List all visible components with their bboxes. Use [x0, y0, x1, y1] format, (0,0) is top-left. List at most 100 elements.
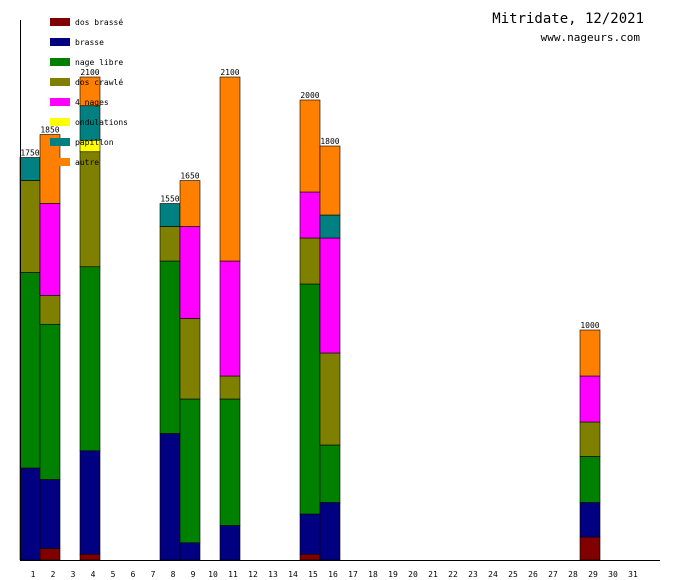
x-tick-label-31: 31	[628, 570, 638, 579]
x-tick-label-6: 6	[131, 570, 136, 579]
bar-segment-day-9-autre	[179, 180, 201, 227]
bar-segment-day-2-autre	[39, 134, 61, 204]
legend-label-brasse: brasse	[75, 38, 104, 47]
legend-label-nage-libre: nage libre	[75, 58, 123, 67]
legend-swatch-papillon	[50, 138, 70, 146]
bar-segment-day-16-nage-libre	[319, 444, 341, 503]
bar-segment-day-29-dos-crawlé	[579, 421, 601, 457]
bar-segment-day-4-dos-crawlé	[79, 151, 101, 268]
bar-segment-day-2-nage-libre	[39, 323, 61, 480]
bar-segment-day-16-brasse	[319, 502, 341, 561]
bar-segment-day-29-nage-libre	[579, 456, 601, 503]
x-tick-label-27: 27	[548, 570, 558, 579]
bar-segment-day-4-autre	[79, 76, 101, 107]
bar-segment-day-11-nage-libre	[219, 398, 241, 526]
bar-segment-day-9-nage-libre	[179, 398, 201, 544]
bar-segment-day-11-4-nages	[219, 260, 241, 377]
x-tick-label-10: 10	[208, 570, 218, 579]
bar-segment-day-8-brasse	[159, 433, 181, 561]
bar-segment-day-4-nage-libre	[79, 266, 101, 452]
legend-label-dos-crawlé: dos crawlé	[75, 77, 123, 87]
x-tick-label-11: 11	[228, 570, 238, 579]
legend-swatch-4-nages	[50, 98, 70, 106]
bar-segment-day-29-dos-brassé	[579, 536, 601, 561]
bar-segment-day-15-dos-brassé	[299, 553, 321, 561]
bar-total-label-day-4: 2100	[80, 68, 99, 77]
legend-swatch-nage-libre	[50, 58, 70, 66]
x-tick-label-18: 18	[368, 570, 378, 579]
bar-total-label-day-1: 1750	[20, 149, 39, 158]
bar-segment-day-9-dos-crawlé	[179, 318, 201, 400]
legend: dos brassé brasse nage libre dos crawlé 4 na…	[50, 17, 128, 167]
bar-segment-day-16-4-nages	[319, 237, 341, 354]
bar-segment-day-29-brasse	[579, 502, 601, 538]
bar-segment-day-11-autre	[219, 76, 241, 262]
x-tick-label-24: 24	[488, 570, 498, 579]
bar-segment-day-4-brasse	[79, 450, 101, 555]
x-tick-label-3: 3	[71, 570, 76, 579]
bar-segment-day-4-dos-brassé	[79, 553, 101, 561]
totals-layer: 1750 1850 2100 1550 1650 2100 2000 1800 1000	[20, 68, 599, 330]
x-tick-label-13: 13	[268, 570, 278, 579]
bar-segment-day-16-papillon	[319, 214, 341, 239]
x-tick-label-5: 5	[111, 570, 116, 579]
legend-swatch-dos-crawlé	[50, 78, 70, 86]
x-tick-label-4: 4	[91, 570, 96, 579]
legend-swatch-autre	[50, 158, 70, 166]
bar-total-label-day-16: 1800	[320, 137, 339, 146]
bar-total-label-day-15: 2000	[300, 91, 319, 100]
bar-segment-day-9-4-nages	[179, 226, 201, 319]
legend-swatch-dos-brassé	[50, 18, 70, 26]
bar-total-label-day-2: 1850	[40, 126, 59, 135]
bar-segment-day-8-nage-libre	[159, 260, 181, 434]
bar-total-label-day-9: 1650	[180, 172, 199, 181]
bar-segment-day-16-autre	[319, 145, 341, 216]
bar-segment-day-2-dos-brassé	[39, 548, 61, 561]
legend-label-ondulations: ondulations	[75, 118, 128, 127]
bar-total-label-day-29: 1000	[580, 321, 599, 330]
bar-segment-day-29-4-nages	[579, 375, 601, 423]
x-tick-label-17: 17	[348, 570, 358, 579]
x-tick-label-9: 9	[191, 570, 196, 579]
bar-segment-day-1-brasse	[19, 467, 41, 561]
legend-swatch-brasse	[50, 38, 70, 46]
x-tick-label-2: 2	[51, 570, 56, 579]
bars-layer	[19, 76, 601, 561]
bar-segment-day-15-brasse	[299, 513, 321, 555]
x-tick-label-7: 7	[151, 570, 156, 579]
chart-subtitle: www.nageurs.com	[541, 31, 641, 44]
x-tick-label-15: 15	[308, 570, 318, 579]
legend-label-autre: autre	[75, 158, 99, 167]
x-tick-label-30: 30	[608, 570, 618, 579]
bar-segment-day-16-dos-crawlé	[319, 352, 341, 446]
bar-segment-day-8-dos-crawlé	[159, 226, 181, 262]
bar-segment-day-2-dos-crawlé	[39, 295, 61, 325]
bar-total-label-day-11: 2100	[220, 68, 239, 77]
x-tick-label-28: 28	[568, 570, 578, 579]
x-tick-labels: 1 2 3 4 5 6 7 8 9 10 11 12 13 14 15 16 17 18 19 20 21 22 23 24 2…	[31, 570, 638, 579]
x-tick-label-22: 22	[448, 570, 458, 579]
x-tick-label-14: 14	[288, 570, 298, 579]
bar-segment-day-1-nage-libre	[19, 272, 41, 469]
x-tick-label-29: 29	[588, 570, 598, 579]
bar-segment-day-15-4-nages	[299, 191, 321, 239]
x-tick-label-16: 16	[328, 570, 338, 579]
bar-segment-day-15-nage-libre	[299, 283, 321, 515]
bar-segment-day-29-autre	[579, 329, 601, 377]
legend-label-papillon: papillon	[75, 138, 114, 147]
legend-label-4-nages: 4 nages	[75, 98, 109, 107]
x-tick-label-20: 20	[408, 570, 418, 579]
axis-layer	[20, 20, 660, 561]
bar-segment-day-1-papillon	[19, 157, 41, 181]
legend-label-dos-brassé: dos brassé	[75, 17, 123, 27]
x-tick-label-23: 23	[468, 570, 478, 579]
bar-segment-day-11-brasse	[219, 525, 241, 561]
x-tick-label-25: 25	[508, 570, 518, 579]
bar-segment-day-15-dos-crawlé	[299, 237, 321, 285]
bar-total-label-day-8: 1550	[160, 195, 179, 204]
bar-segment-day-9-brasse	[179, 542, 201, 561]
x-tick-label-12: 12	[248, 570, 258, 579]
bar-segment-day-2-4-nages	[39, 203, 61, 296]
bar-segment-day-8-papillon	[159, 203, 181, 227]
x-tick-label-1: 1	[31, 570, 36, 579]
